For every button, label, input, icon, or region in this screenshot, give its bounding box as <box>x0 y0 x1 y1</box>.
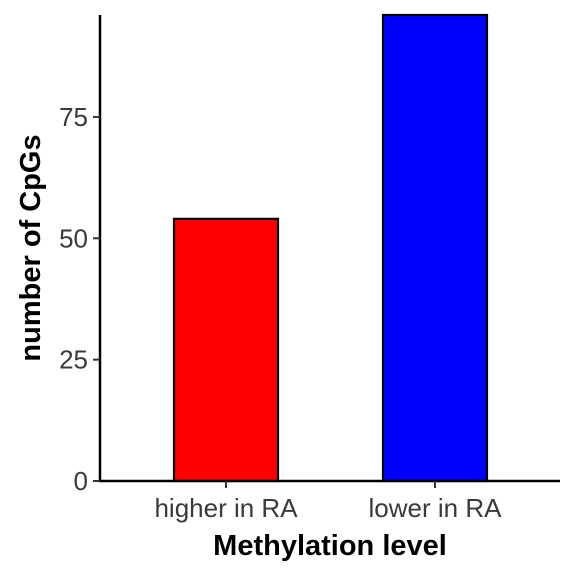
y-tick-label: 75 <box>59 102 88 132</box>
axes-layer <box>98 15 560 483</box>
y-axis-title: number of CpGs <box>15 134 47 361</box>
y-tick-label: 0 <box>74 466 88 496</box>
x-axis-title: Methylation level <box>213 530 447 562</box>
x-ticks-layer: higher in RA lower in RA <box>154 481 502 523</box>
x-tick-label: higher in RA <box>154 493 298 523</box>
x-tick-label: lower in RA <box>369 493 503 523</box>
bar-lower-in-ra <box>381 13 489 483</box>
y-tick-label: 50 <box>59 223 88 253</box>
y-tick-label: 25 <box>59 345 88 375</box>
y-ticks-layer: 0 25 50 75 <box>59 102 100 496</box>
bar-higher-in-ra <box>172 217 280 483</box>
bars-layer <box>172 13 489 483</box>
